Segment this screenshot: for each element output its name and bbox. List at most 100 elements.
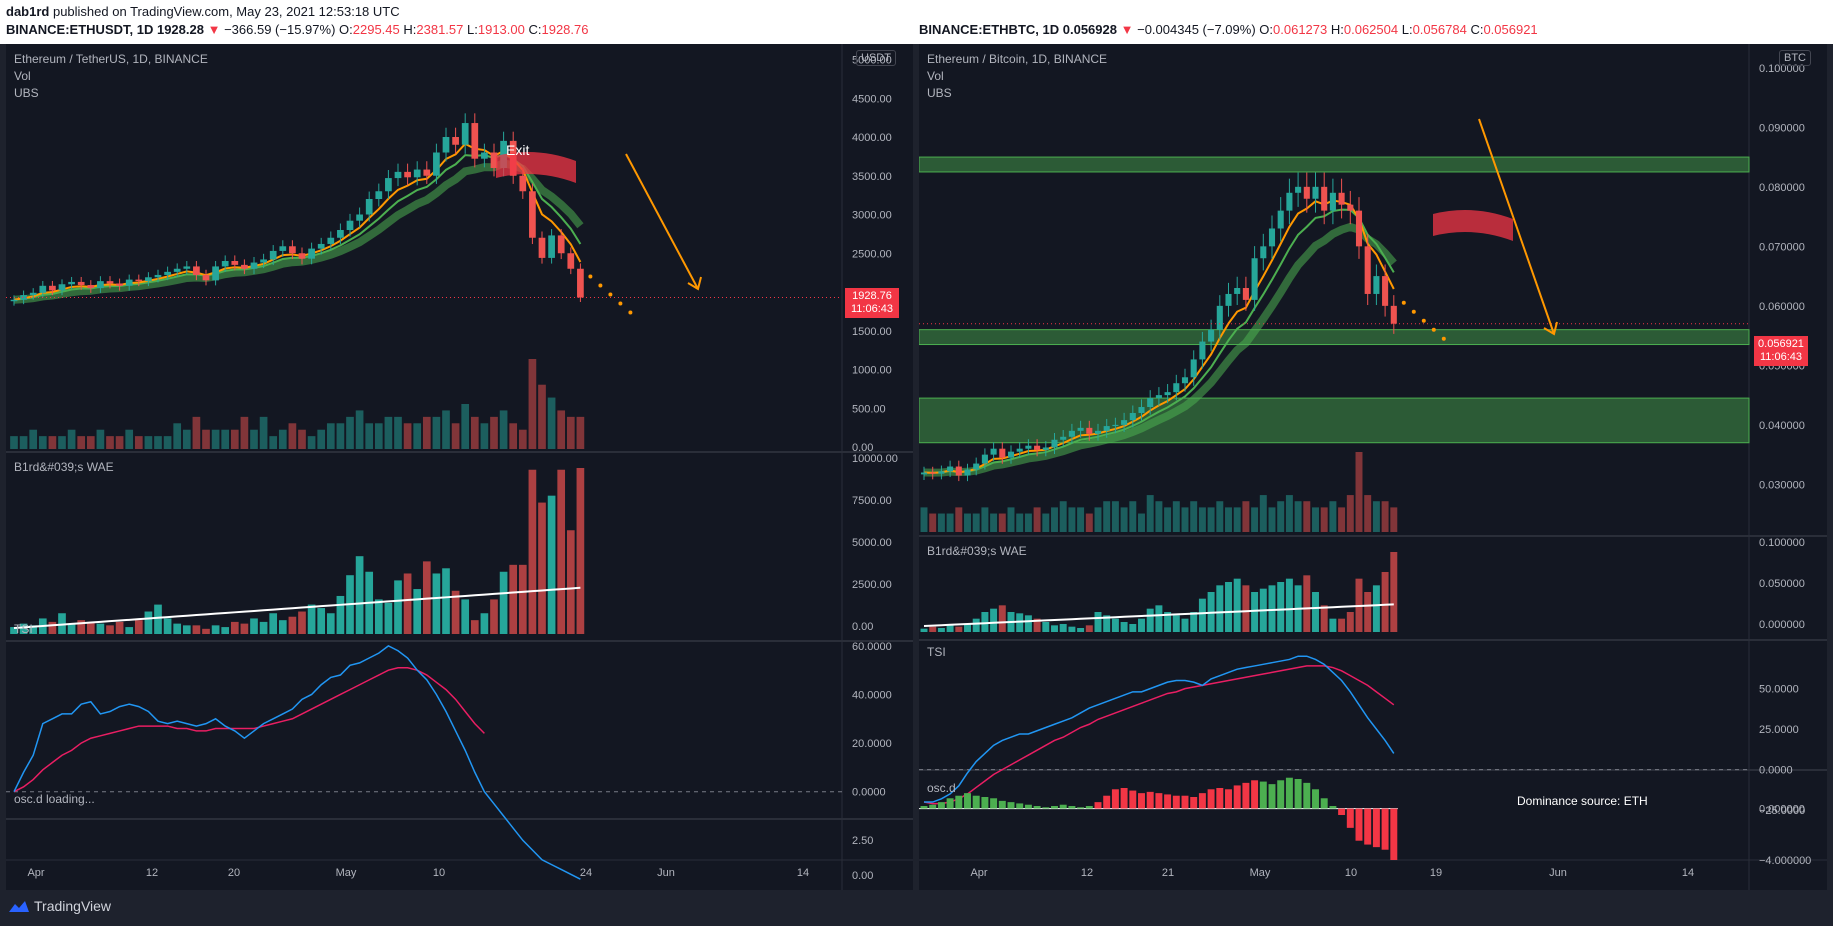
candle-body[interactable] <box>1077 427 1084 431</box>
osc-title-left[interactable]: osc.d loading... <box>14 792 95 806</box>
support-resistance-zone[interactable] <box>919 156 1750 173</box>
forecast-arrow[interactable] <box>625 153 699 290</box>
candle-body[interactable] <box>1364 246 1371 294</box>
candle-body[interactable] <box>1173 383 1180 393</box>
wae-title-right[interactable]: B1rd&#039;s WAE <box>927 544 1027 558</box>
candle-body[interactable] <box>1190 359 1197 378</box>
candle-body[interactable] <box>116 283 123 286</box>
tradingview-logo[interactable]: TradingView <box>8 898 111 914</box>
candle-body[interactable] <box>1208 329 1215 342</box>
support-resistance-zone[interactable] <box>919 397 1750 444</box>
candle-body[interactable] <box>1321 186 1328 211</box>
candle-body[interactable] <box>1068 430 1075 437</box>
candle-body[interactable] <box>49 285 56 291</box>
candle-body[interactable] <box>577 268 584 298</box>
candle-body[interactable] <box>1042 447 1049 450</box>
candle-body[interactable] <box>433 152 440 176</box>
candle-body[interactable] <box>1225 293 1232 306</box>
candle-body[interactable] <box>481 152 488 159</box>
candle-body[interactable] <box>1060 436 1067 440</box>
candle-body[interactable] <box>154 274 162 278</box>
wae-title-left[interactable]: B1rd&#039;s WAE <box>14 460 114 474</box>
candle-body[interactable] <box>231 261 239 265</box>
candle-body[interactable] <box>97 281 104 289</box>
tsi-title-left[interactable]: TSI <box>14 622 33 636</box>
candle-body[interactable] <box>1347 204 1354 211</box>
candle-body[interactable] <box>442 137 450 153</box>
candle-body[interactable] <box>471 123 479 159</box>
candle-body[interactable] <box>164 271 171 275</box>
support-resistance-zone[interactable] <box>919 329 1750 346</box>
indicator-ubs-right[interactable]: UBS <box>927 86 952 100</box>
indicator-ubs-left[interactable]: UBS <box>14 86 39 100</box>
candle-body[interactable] <box>1129 412 1136 421</box>
candle-body[interactable] <box>1277 210 1284 229</box>
indicator-vol-right[interactable]: Vol <box>927 69 944 83</box>
candle-body[interactable] <box>452 137 459 145</box>
candle-body[interactable] <box>548 235 555 258</box>
candle-body[interactable] <box>938 471 945 474</box>
candle-body[interactable] <box>1138 407 1145 413</box>
candle-body[interactable] <box>135 279 143 282</box>
candle-body[interactable] <box>77 281 85 286</box>
candle-body[interactable] <box>1373 276 1380 294</box>
candle-body[interactable] <box>1164 392 1171 396</box>
indicator-vol-left[interactable]: Vol <box>14 69 31 83</box>
candle-body[interactable] <box>423 169 431 176</box>
candle-body[interactable] <box>317 243 325 249</box>
forecast-arrow[interactable] <box>1478 118 1555 335</box>
candle-body[interactable] <box>1268 228 1276 247</box>
candle-body[interactable] <box>365 199 373 215</box>
candle-body[interactable] <box>413 169 421 178</box>
candle-body[interactable] <box>981 454 988 464</box>
candle-body[interactable] <box>375 191 383 199</box>
candle-body[interactable] <box>10 299 18 302</box>
candle-body[interactable] <box>58 284 66 291</box>
candle-body[interactable] <box>1155 395 1162 399</box>
candle-body[interactable] <box>920 472 928 475</box>
tsi-title-right[interactable]: TSI <box>927 645 946 659</box>
candle-body[interactable] <box>1086 427 1093 434</box>
candle-body[interactable] <box>1199 341 1206 360</box>
candle-body[interactable] <box>260 259 267 263</box>
candle-body[interactable] <box>1103 426 1110 431</box>
chart-canvas-ethbtc[interactable]: 0.100000 0.090000 0.080000 0.070000 0.060000… <box>919 44 1827 890</box>
candle-body[interactable] <box>241 264 248 269</box>
candle-body[interactable] <box>173 268 181 272</box>
candle-body[interactable] <box>1216 305 1223 330</box>
candle-body[interactable] <box>990 448 997 455</box>
candle-body[interactable] <box>29 292 37 296</box>
candle-body[interactable] <box>202 274 210 281</box>
candle-body[interactable] <box>337 230 344 238</box>
candle-body[interactable] <box>929 472 936 474</box>
candle-body[interactable] <box>87 285 95 289</box>
candle-body[interactable] <box>183 266 191 269</box>
candle-body[interactable] <box>529 191 536 238</box>
candle-body[interactable] <box>394 171 402 179</box>
candle-body[interactable] <box>461 123 469 145</box>
candle-body[interactable] <box>250 262 258 269</box>
candle-body[interactable] <box>346 220 354 230</box>
candle-body[interactable] <box>1251 258 1258 300</box>
candle-body[interactable] <box>356 214 363 221</box>
candle-body[interactable] <box>1286 192 1293 211</box>
candle-body[interactable] <box>538 237 546 258</box>
candle-body[interactable] <box>1034 445 1041 450</box>
candle-body[interactable] <box>106 281 114 284</box>
currency-unit-right[interactable]: BTC <box>1779 50 1811 66</box>
chart-panel-ethbtc[interactable]: 0.100000 0.090000 0.080000 0.070000 0.060000… <box>919 44 1827 890</box>
candle-body[interactable] <box>193 266 200 275</box>
chart-panel-ethusdt[interactable]: 5000.00 4500.00 4000.00 3500.00 3000.00 2500.… <box>6 44 913 890</box>
candle-body[interactable] <box>68 281 75 285</box>
candle-body[interactable] <box>1338 192 1345 205</box>
candle-body[interactable] <box>1121 420 1128 425</box>
candle-body[interactable] <box>490 152 498 169</box>
candle-body[interactable] <box>20 295 27 300</box>
candle-body[interactable] <box>125 279 133 286</box>
author-name[interactable]: dab1rd <box>6 4 50 19</box>
chart-canvas-ethusdt[interactable]: 5000.00 4500.00 4000.00 3500.00 3000.00 2500.… <box>6 44 913 890</box>
candle-body[interactable] <box>1390 305 1397 324</box>
candle-body[interactable] <box>221 261 229 267</box>
candle-body[interactable] <box>519 175 527 192</box>
candle-body[interactable] <box>1025 445 1032 449</box>
